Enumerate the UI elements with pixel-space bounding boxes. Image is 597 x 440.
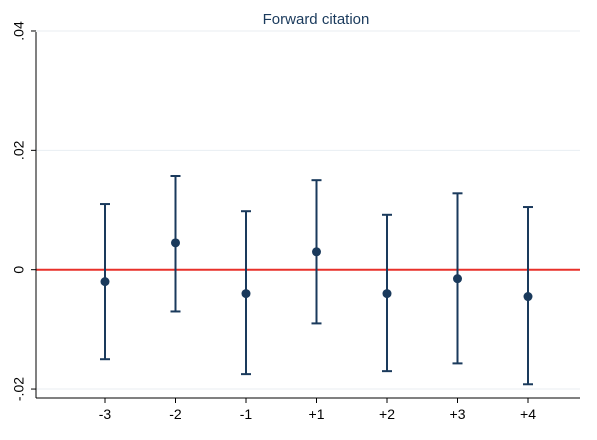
x-tick-label: +4 — [520, 406, 536, 422]
point-estimate — [382, 289, 392, 299]
point-estimate — [171, 238, 180, 248]
point-estimate — [453, 274, 462, 284]
point-estimate — [100, 277, 110, 287]
x-tick-label: +1 — [309, 406, 325, 422]
x-tick-label: -3 — [99, 406, 112, 422]
x-tick-label: -2 — [169, 406, 182, 422]
x-tick-label: +2 — [379, 406, 395, 422]
grid-lines — [36, 30, 580, 390]
x-tick-label: -1 — [240, 406, 253, 422]
point-estimate — [312, 247, 321, 257]
point-estimate — [241, 289, 251, 299]
x-tick-label: +3 — [450, 406, 466, 422]
chart-title: Forward citation — [263, 11, 370, 28]
point-estimate — [523, 292, 533, 302]
axes: -.02 0 .02 .04 -3 -2 -1 +1 +2 +3 +4 — [11, 21, 580, 422]
y-tick-label: .04 — [11, 21, 27, 41]
y-tick-label: .02 — [11, 140, 27, 160]
point-estimates — [100, 238, 533, 302]
confidence-intervals — [100, 175, 533, 386]
y-tick-label: -.02 — [11, 377, 27, 401]
y-tick-label: 0 — [11, 266, 27, 274]
